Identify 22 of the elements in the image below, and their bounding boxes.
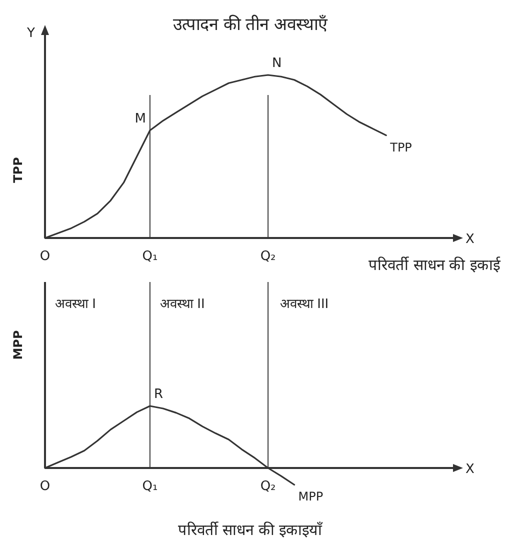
text: Y <box>26 26 36 41</box>
text: X <box>466 462 475 477</box>
x-axis-title: परिवर्ती साधन की इकाई <box>368 256 501 274</box>
text: अवस्था II <box>160 297 205 312</box>
text: अवस्था I <box>55 297 96 312</box>
x-tick-label: O <box>40 479 50 494</box>
series-label: MPP <box>298 490 324 504</box>
annotation: M <box>134 111 146 126</box>
chart-title: उत्पादन की तीन अवस्थाएँ <box>172 14 328 35</box>
annotation: N <box>272 56 282 71</box>
series-label: TPP <box>389 140 412 154</box>
x-tick-label: O <box>40 249 50 264</box>
y-axis-title: TPP <box>11 156 25 183</box>
x-tick-label: Q₂ <box>260 249 276 264</box>
x-axis-title: परिवर्ती साधन की इकाइयाँ <box>178 521 324 539</box>
text: अवस्था III <box>280 297 329 312</box>
x-tick-label: Q₁ <box>142 479 158 494</box>
text: X <box>466 232 475 247</box>
x-tick-label: Q₁ <box>142 249 158 264</box>
x-tick-label: Q₂ <box>260 479 276 494</box>
annotation: R <box>154 387 164 402</box>
y-axis-title: MPP <box>11 330 25 360</box>
